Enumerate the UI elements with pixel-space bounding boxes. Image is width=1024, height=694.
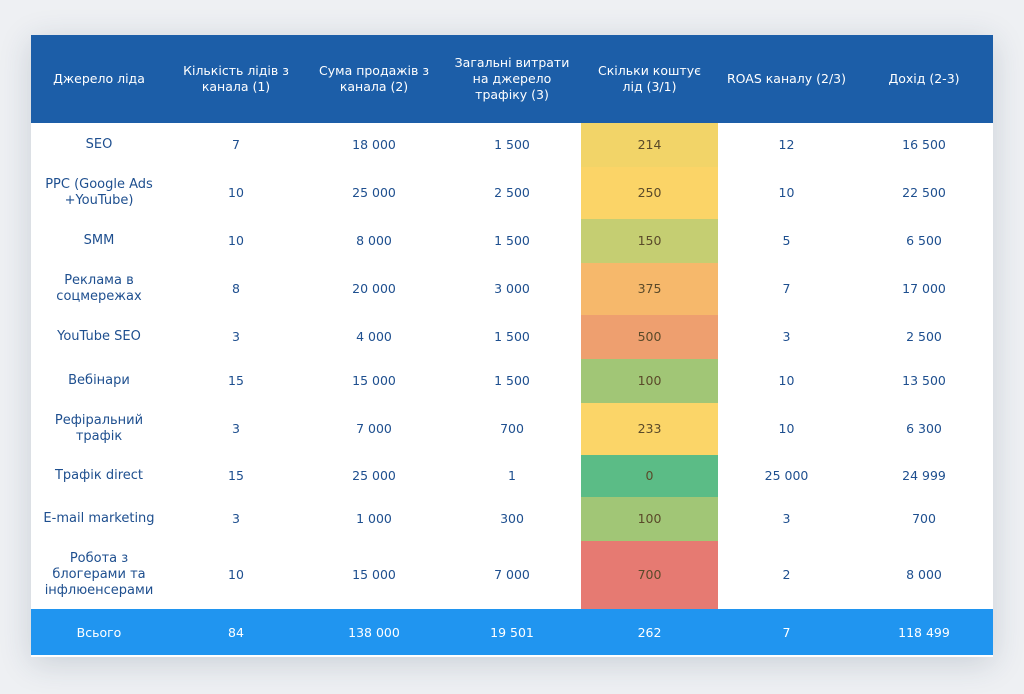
table-row: Трафік direct 15 25 000 1 0 25 000 24 999 bbox=[31, 455, 993, 497]
row-income: 8 000 bbox=[906, 567, 942, 582]
header-cost-per-lead: Скільки коштує лід (3/1) bbox=[598, 63, 701, 94]
totals-label: Всього bbox=[76, 624, 122, 640]
row-cost-per-lead: 375 bbox=[581, 263, 718, 315]
row-cost-per-lead: 500 bbox=[581, 315, 718, 359]
row-income: 700 bbox=[912, 511, 936, 526]
row-roas: 7 bbox=[782, 281, 791, 296]
row-income: 22 500 bbox=[902, 185, 946, 200]
row-cost-per-lead: 233 bbox=[581, 403, 718, 455]
totals-cost-per-lead: 262 bbox=[637, 624, 662, 640]
row-costs: 1 bbox=[508, 468, 516, 483]
row-roas: 2 bbox=[782, 567, 791, 582]
row-sales: 8 000 bbox=[356, 233, 392, 248]
row-sales: 18 000 bbox=[352, 137, 396, 152]
row-source: E-mail marketing bbox=[43, 511, 155, 526]
row-cost-per-lead: 150 bbox=[581, 219, 718, 263]
row-costs: 300 bbox=[500, 511, 524, 526]
row-income: 13 500 bbox=[902, 373, 946, 388]
row-roas: 25 000 bbox=[764, 468, 809, 483]
table-row: Реклама в соцмережах 8 20 000 3 000 375 7 17 0… bbox=[31, 263, 993, 315]
row-leads: 3 bbox=[232, 421, 240, 436]
row-costs: 2 500 bbox=[494, 185, 530, 200]
totals-costs: 19 501 bbox=[490, 624, 534, 640]
row-source: Реклама в соцмережах bbox=[56, 273, 142, 304]
row-sales: 25 000 bbox=[352, 468, 396, 483]
row-income: 24 999 bbox=[902, 468, 946, 483]
totals-income: 118 499 bbox=[898, 624, 950, 640]
row-source: Трафік direct bbox=[54, 468, 144, 483]
row-roas: 10 bbox=[778, 373, 795, 388]
row-roas: 10 bbox=[778, 421, 795, 436]
row-cost-per-lead: 214 bbox=[581, 123, 718, 167]
table-row: Робота з блогерами та інфлюенсерами 10 15 … bbox=[31, 541, 993, 609]
row-leads: 10 bbox=[228, 567, 244, 582]
row-leads: 3 bbox=[232, 511, 240, 526]
totals-row: Всього 84 138 000 19 501 262 7 118 499 bbox=[31, 609, 993, 655]
row-income: 6 500 bbox=[906, 233, 942, 248]
table-row: SEO 7 18 000 1 500 214 12 16 500 bbox=[31, 123, 993, 167]
row-source: SEO bbox=[85, 137, 113, 152]
table-row: E-mail marketing 3 1 000 300 100 3 700 bbox=[31, 497, 993, 541]
row-roas: 5 bbox=[782, 233, 791, 248]
row-income: 6 300 bbox=[906, 421, 942, 436]
row-costs: 700 bbox=[500, 421, 524, 436]
row-cost-per-lead: 700 bbox=[581, 541, 718, 609]
table-row: PPC (Google Ads +YouTube) 10 25 000 2 500 25… bbox=[31, 167, 993, 219]
row-leads: 15 bbox=[228, 468, 244, 483]
row-leads: 8 bbox=[232, 281, 240, 296]
header-roas: ROAS каналу (2/3) bbox=[726, 71, 847, 86]
row-leads: 10 bbox=[228, 233, 244, 248]
row-costs: 7 000 bbox=[494, 567, 530, 582]
row-income: 17 000 bbox=[902, 281, 946, 296]
row-sales: 1 000 bbox=[356, 511, 392, 526]
row-source: SMM bbox=[83, 233, 115, 248]
row-source: Рефіральний трафік bbox=[54, 413, 144, 444]
totals-roas: 7 bbox=[782, 624, 791, 640]
row-source: Робота з блогерами та інфлюенсерами bbox=[44, 551, 154, 598]
header-income: Дохід (2-3) bbox=[888, 71, 960, 86]
row-leads: 15 bbox=[228, 373, 244, 388]
row-income: 2 500 bbox=[906, 329, 942, 344]
row-cost-per-lead: 250 bbox=[581, 167, 718, 219]
table-row: Рефіральний трафік 3 7 000 700 233 10 6 300 bbox=[31, 403, 993, 455]
row-leads: 3 bbox=[232, 329, 240, 344]
row-costs: 1 500 bbox=[494, 329, 530, 344]
row-roas: 3 bbox=[782, 511, 791, 526]
totals-sales: 138 000 bbox=[348, 624, 400, 640]
row-sales: 15 000 bbox=[352, 567, 396, 582]
row-costs: 1 500 bbox=[494, 233, 530, 248]
row-cost-per-lead: 100 bbox=[581, 497, 718, 541]
header-row: Джерело ліда Кількість лідів з канала (1… bbox=[31, 35, 993, 123]
row-sales: 7 000 bbox=[356, 421, 392, 436]
row-sales: 20 000 bbox=[352, 281, 396, 296]
table-row: SMM 10 8 000 1 500 150 5 6 500 bbox=[31, 219, 993, 263]
row-sales: 15 000 bbox=[352, 373, 396, 388]
row-roas: 10 bbox=[778, 185, 795, 200]
row-roas: 3 bbox=[782, 329, 791, 344]
row-source: Вебінари bbox=[68, 373, 130, 388]
row-costs: 3 000 bbox=[494, 281, 530, 296]
row-source: PPC (Google Ads +YouTube) bbox=[45, 177, 153, 208]
row-costs: 1 500 bbox=[494, 137, 530, 152]
row-roas: 12 bbox=[778, 137, 795, 152]
totals-leads: 84 bbox=[228, 624, 244, 640]
table-card: Джерело ліда Кількість лідів з канала (1… bbox=[31, 35, 993, 657]
row-leads: 10 bbox=[228, 185, 244, 200]
row-cost-per-lead: 0 bbox=[581, 455, 718, 497]
row-cost-per-lead: 100 bbox=[581, 359, 718, 403]
row-sales: 25 000 bbox=[352, 185, 396, 200]
header-sales: Сума продажів з канала (2) bbox=[319, 63, 429, 94]
header-source: Джерело ліда bbox=[53, 71, 145, 86]
row-source: YouTube SEO bbox=[57, 329, 141, 344]
lead-sources-table: Джерело ліда Кількість лідів з канала (1… bbox=[31, 35, 993, 655]
header-leads: Кількість лідів з канала (1) bbox=[183, 63, 289, 94]
row-costs: 1 500 bbox=[494, 373, 530, 388]
header-costs: Загальні витрати на джерело трафіку (3) bbox=[454, 55, 570, 102]
table-row: Вебінари 15 15 000 1 500 100 10 13 500 bbox=[31, 359, 993, 403]
row-sales: 4 000 bbox=[356, 329, 392, 344]
row-income: 16 500 bbox=[902, 137, 946, 152]
table-row: YouTube SEO 3 4 000 1 500 500 3 2 500 bbox=[31, 315, 993, 359]
row-leads: 7 bbox=[232, 137, 240, 152]
